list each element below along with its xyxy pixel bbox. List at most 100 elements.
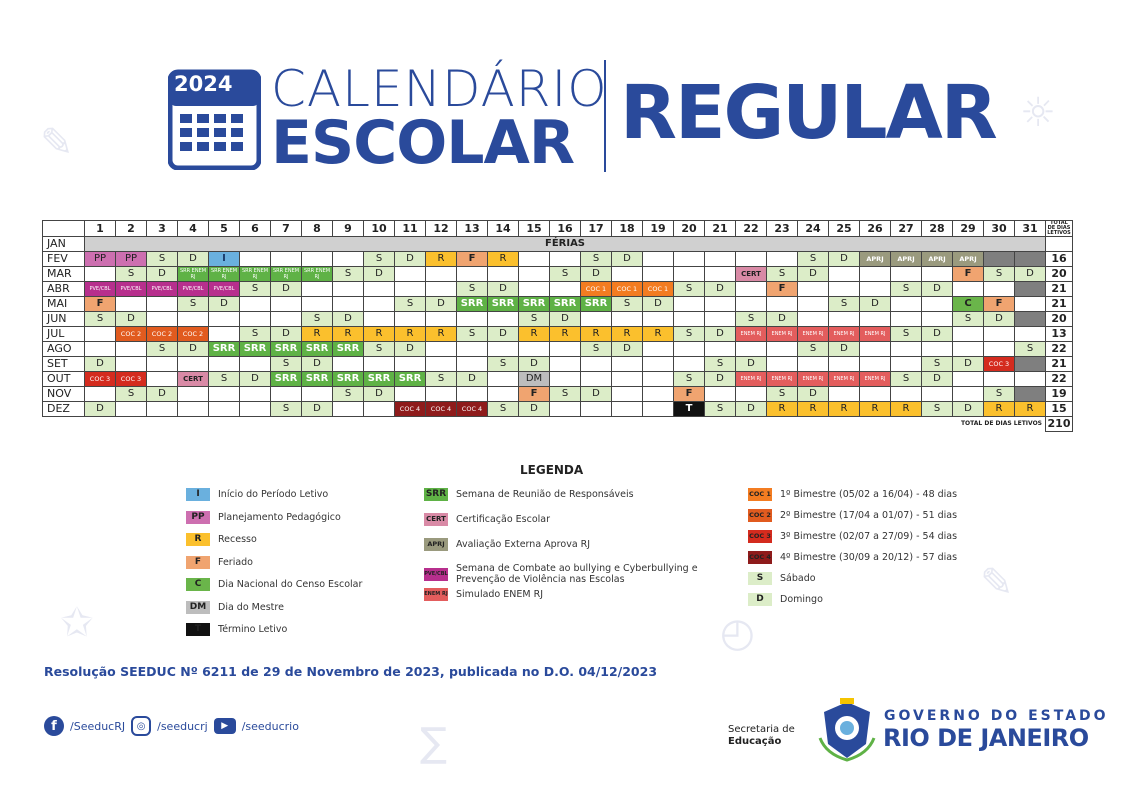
day-cell bbox=[828, 266, 860, 282]
month-cell: JAN bbox=[42, 236, 85, 252]
table-row: AGO S D SRR SRR SRR SRR SRR S D S D S D S 22 bbox=[42, 341, 1073, 357]
youtube-link[interactable]: /seeducrio bbox=[241, 719, 299, 733]
day-cell bbox=[208, 401, 240, 417]
header-day-cell: 30 bbox=[983, 220, 1015, 237]
day-cell bbox=[1014, 251, 1046, 267]
day-cell: S bbox=[673, 371, 705, 387]
day-cell: ENEM RJ bbox=[828, 371, 860, 387]
legend-swatch: ENEM RJ bbox=[424, 588, 448, 601]
day-cell: S bbox=[673, 281, 705, 297]
legend-text: Domingo bbox=[780, 594, 823, 605]
instagram-icon[interactable]: ◎ bbox=[131, 716, 152, 736]
day-cell: D bbox=[177, 251, 209, 267]
day-cell: C bbox=[952, 296, 984, 312]
day-cell: SRR ENEM RJ bbox=[301, 266, 333, 282]
youtube-icon[interactable]: ▶ bbox=[213, 718, 236, 734]
total-label: TOTAL DE DIAS LETIVOS bbox=[960, 420, 1042, 428]
day-cell: D bbox=[84, 356, 116, 372]
day-cell: S bbox=[828, 296, 860, 312]
day-cell bbox=[487, 266, 519, 282]
day-cell: APRJ bbox=[859, 251, 891, 267]
day-cell bbox=[332, 356, 364, 372]
day-cell bbox=[363, 311, 395, 327]
day-cell: ENEM RJ bbox=[766, 326, 798, 342]
day-cell bbox=[983, 371, 1015, 387]
day-cell: S bbox=[921, 356, 953, 372]
header-day-cell: 12 bbox=[425, 220, 457, 237]
day-cell bbox=[177, 356, 209, 372]
day-cell bbox=[735, 281, 767, 297]
day-cell bbox=[704, 296, 736, 312]
day-cell bbox=[704, 311, 736, 327]
table-row: JUN S D S D S D S D S D 20 bbox=[42, 311, 1073, 327]
legend-title: LEGENDA bbox=[520, 463, 584, 477]
facebook-icon[interactable]: f bbox=[44, 716, 64, 736]
table-row: DEZ D S D COC 4 COC 4 COC 4 S D T S D R R R R R S D R R 15 bbox=[42, 401, 1073, 417]
day-cell bbox=[797, 296, 829, 312]
day-cell: S bbox=[177, 296, 209, 312]
day-cell bbox=[425, 311, 457, 327]
day-cell: S bbox=[456, 281, 488, 297]
header-day-cell: 10 bbox=[363, 220, 395, 237]
ferias-cell: FÉRIAS bbox=[84, 236, 1046, 252]
legend-text: Início do Período Letivo bbox=[218, 489, 329, 500]
day-cell: APRJ bbox=[952, 251, 984, 267]
day-cell bbox=[1014, 311, 1046, 327]
day-cell: R bbox=[301, 326, 333, 342]
month-cell: OUT bbox=[42, 371, 85, 387]
table-row: NOV S D S D F S D F S D S 19 bbox=[42, 386, 1073, 402]
day-cell bbox=[239, 311, 271, 327]
day-cell bbox=[611, 371, 643, 387]
legend-item: CERT Certificação Escolar bbox=[424, 513, 550, 526]
day-cell bbox=[487, 311, 519, 327]
day-cell bbox=[549, 341, 581, 357]
day-cell: COC 3 bbox=[115, 371, 147, 387]
day-cell bbox=[890, 296, 922, 312]
day-cell: R bbox=[332, 326, 364, 342]
day-cell bbox=[735, 296, 767, 312]
day-cell: COC 3 bbox=[983, 356, 1015, 372]
day-cell: S bbox=[146, 341, 178, 357]
header-day-cell: 27 bbox=[890, 220, 922, 237]
facebook-link[interactable]: /SeeducRJ bbox=[70, 719, 126, 733]
legend-item: APRJ Avaliação Externa Aprova RJ bbox=[424, 538, 590, 551]
day-cell bbox=[456, 266, 488, 282]
legend-swatch: R bbox=[186, 533, 210, 546]
day-cell: D bbox=[952, 401, 984, 417]
day-cell: F bbox=[766, 281, 798, 297]
day-cell bbox=[239, 401, 271, 417]
day-cell: S bbox=[84, 311, 116, 327]
day-cell bbox=[394, 386, 426, 402]
day-cell: CERT bbox=[735, 266, 767, 282]
day-cell: S bbox=[580, 341, 612, 357]
day-cell: R bbox=[549, 326, 581, 342]
instagram-link[interactable]: /seeducrj bbox=[157, 719, 208, 733]
day-cell bbox=[270, 311, 302, 327]
day-cell bbox=[115, 341, 147, 357]
day-cell: D bbox=[394, 341, 426, 357]
day-cell bbox=[983, 281, 1015, 297]
day-cell: R bbox=[983, 401, 1015, 417]
secretaria-label: Secretaria de Educação bbox=[728, 724, 795, 748]
day-cell bbox=[394, 281, 426, 297]
day-cell bbox=[890, 356, 922, 372]
legend-swatch: COC 2 bbox=[748, 509, 772, 522]
month-cell: SET bbox=[42, 356, 85, 372]
header-month-cell bbox=[42, 220, 85, 237]
day-cell: D bbox=[84, 401, 116, 417]
legend-swatch: DM bbox=[186, 600, 210, 614]
day-cell: R bbox=[363, 326, 395, 342]
day-cell bbox=[642, 266, 674, 282]
legend-text: Término Letivo bbox=[218, 624, 288, 635]
title-calendario: CALENDÁRIO bbox=[271, 60, 608, 118]
day-cell bbox=[797, 311, 829, 327]
header-day-cell: 24 bbox=[797, 220, 829, 237]
day-cell: SRR ENEM RJ bbox=[239, 266, 271, 282]
day-cell bbox=[921, 311, 953, 327]
day-cell bbox=[487, 371, 519, 387]
day-cell bbox=[425, 341, 457, 357]
day-cell bbox=[952, 326, 984, 342]
day-cell: R bbox=[394, 326, 426, 342]
day-cell: S bbox=[983, 386, 1015, 402]
day-cell: D bbox=[549, 311, 581, 327]
